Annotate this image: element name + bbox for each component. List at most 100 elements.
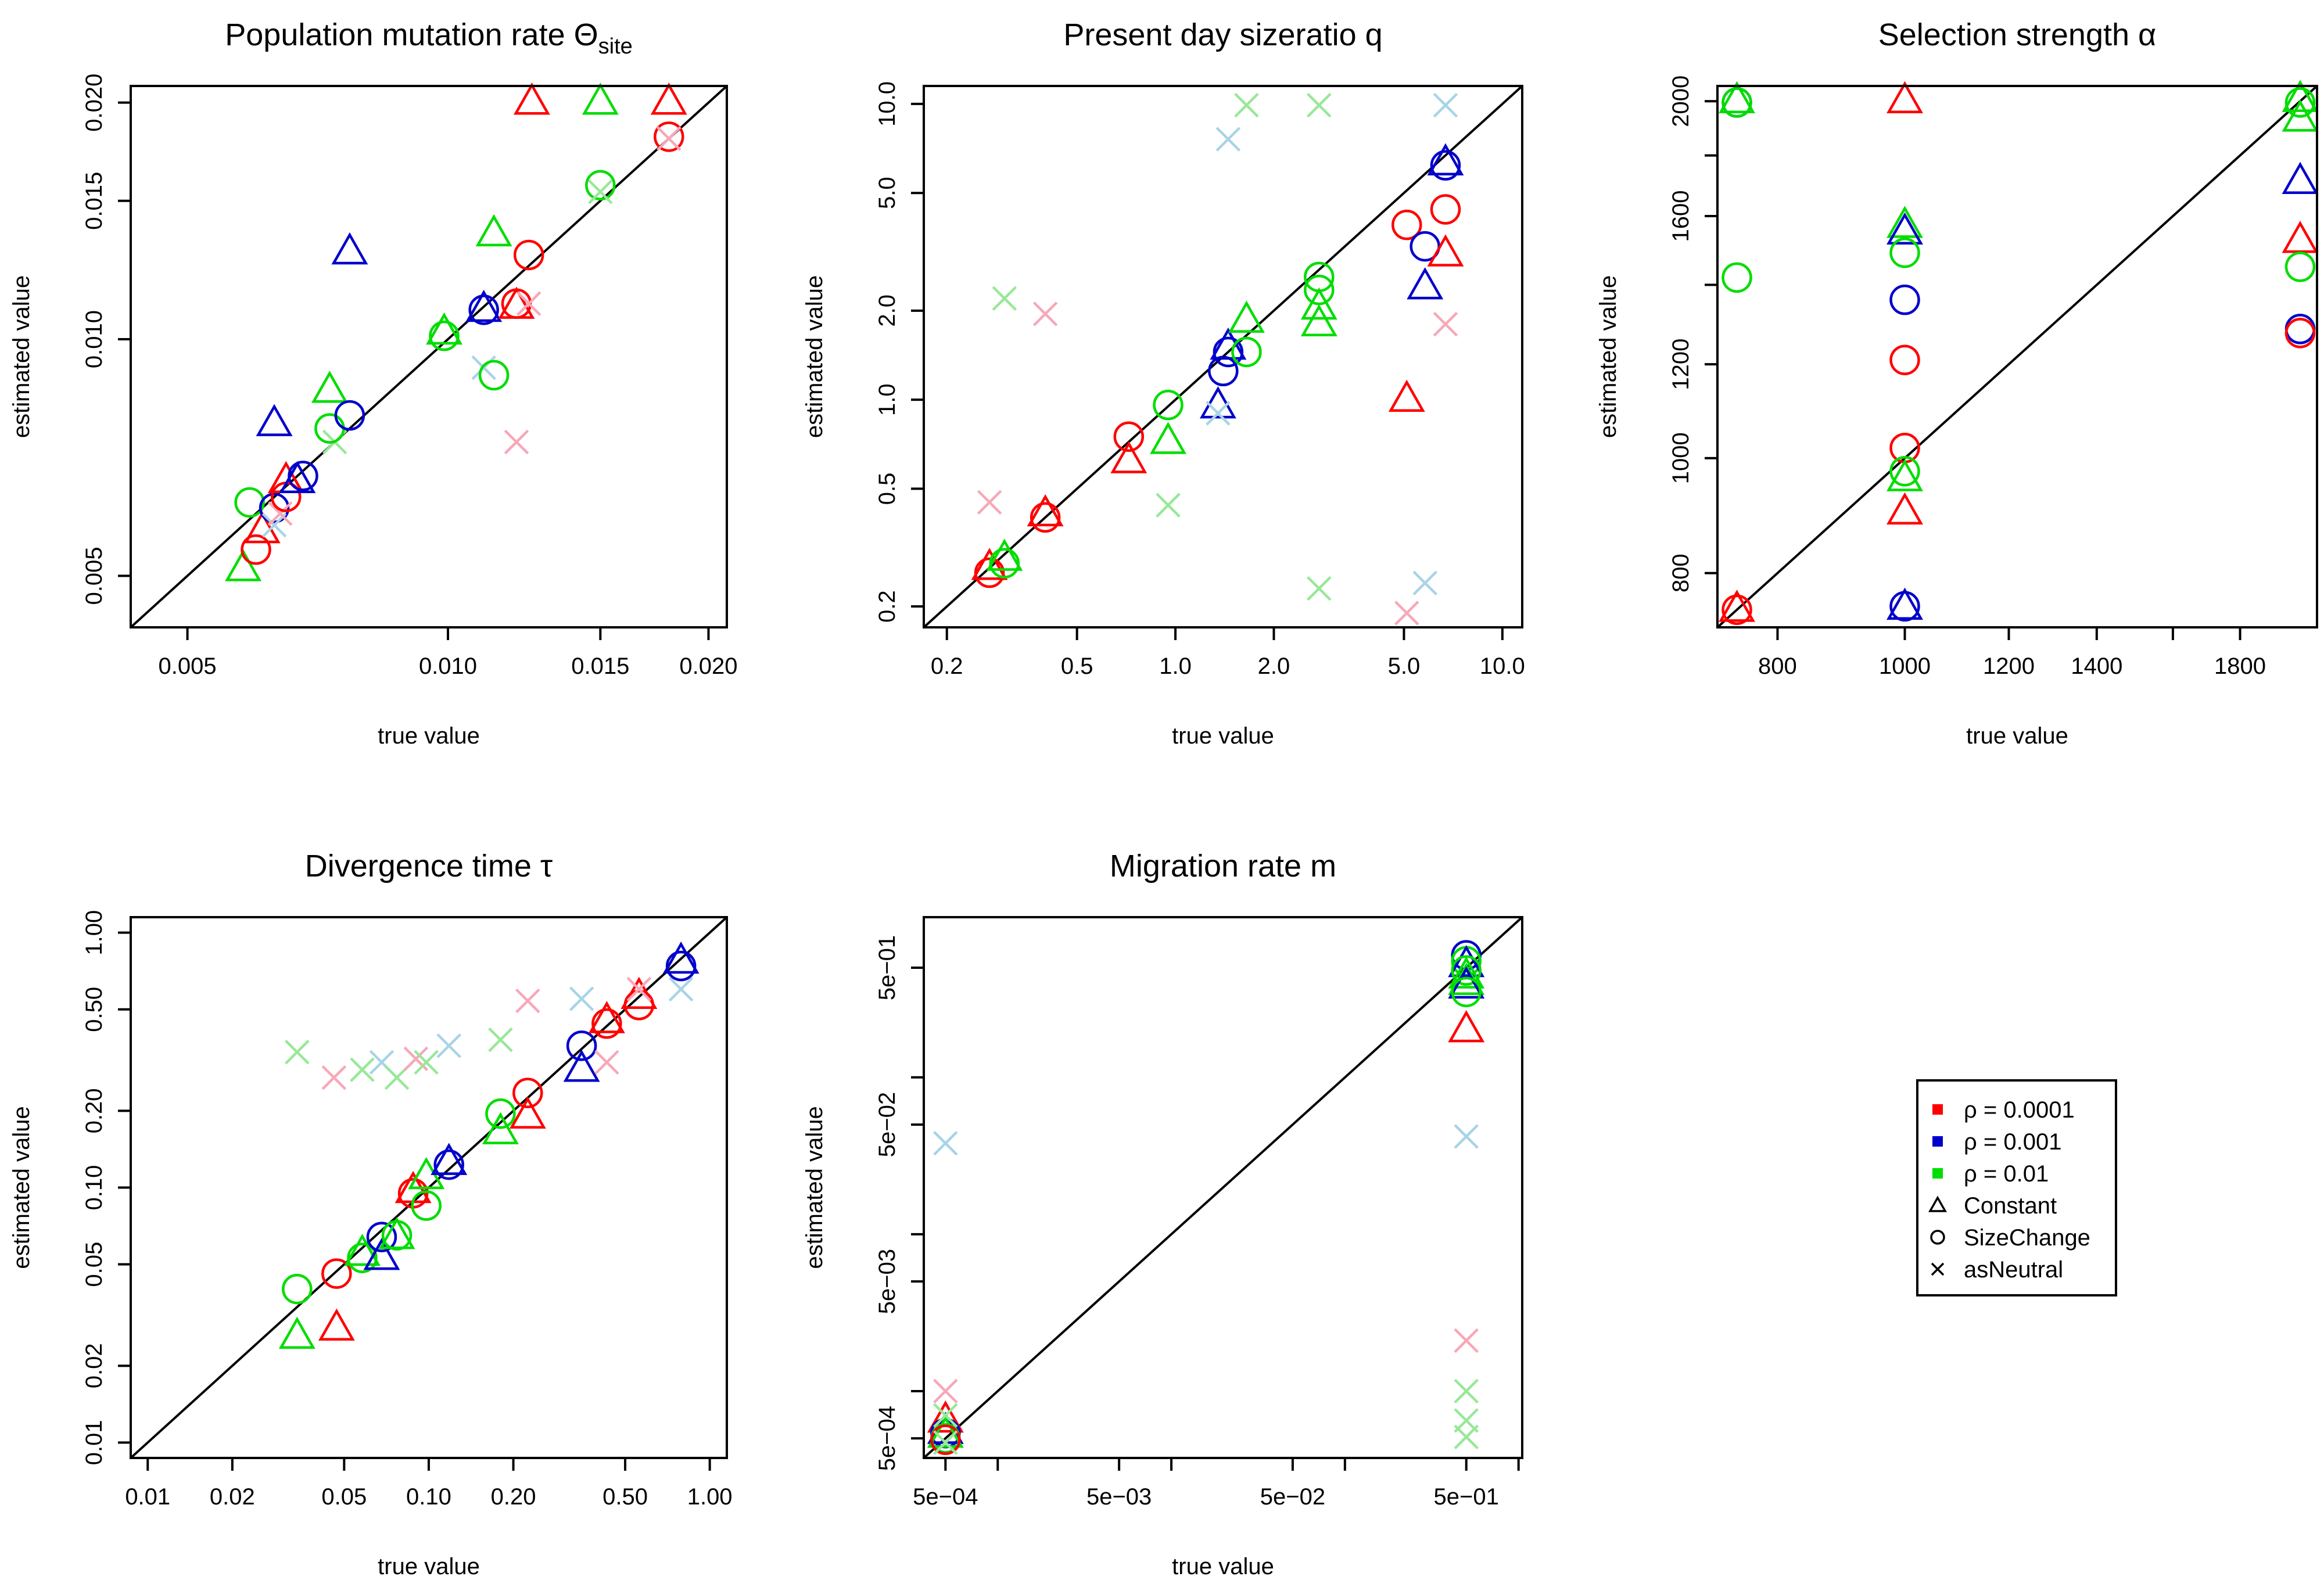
data-point-circle — [1889, 284, 1920, 315]
data-point-circle — [1304, 274, 1335, 306]
data-point-triangle — [1300, 304, 1337, 336]
x-tick-label: 2.0 — [1258, 653, 1290, 679]
y-tick-label: 0.10 — [81, 1165, 107, 1211]
data-point-triangle — [1887, 459, 1923, 491]
x-axis-label: true value — [378, 723, 480, 749]
data-point-circle — [468, 294, 499, 325]
data-point-cross — [285, 1040, 310, 1065]
data-point-circle — [241, 534, 271, 565]
data-point-cross — [668, 976, 694, 1002]
data-point-cross — [504, 429, 529, 455]
x-tick-label: 800 — [1758, 653, 1797, 679]
data-point-triangle — [2282, 221, 2319, 253]
chart-title: Migration rate m — [1110, 849, 1336, 883]
legend-label: ρ = 0.001 — [1964, 1129, 2061, 1155]
x-tick-label: 0.05 — [321, 1484, 367, 1510]
y-axis-label: estimated value — [9, 1106, 34, 1269]
data-point-cross — [1454, 1124, 1479, 1149]
data-point-triangle — [1300, 287, 1337, 320]
y-axis-label: estimated value — [9, 275, 34, 438]
identity-line — [923, 916, 1523, 1459]
data-point-triangle — [621, 976, 658, 1010]
data-point-triangle — [482, 1112, 519, 1144]
data-point-cross — [516, 291, 541, 316]
data-point-circle — [930, 1424, 961, 1455]
identity-line — [1716, 85, 2318, 628]
data-point-circle — [974, 557, 1005, 588]
data-point-cross — [1394, 601, 1419, 626]
y-tick-label: 0.2 — [874, 590, 900, 623]
data-point-circle — [321, 1258, 352, 1289]
data-point-circle — [1391, 209, 1422, 240]
x-axis-label: true value — [1172, 1554, 1274, 1579]
y-tick-label: 0.010 — [81, 310, 107, 368]
data-point-cross — [268, 501, 293, 526]
plot-frame — [923, 85, 1523, 628]
y-tick-label: 800 — [1668, 554, 1694, 592]
data-point-circle — [478, 360, 510, 391]
legend-box — [1916, 1079, 2117, 1296]
data-point-cross — [1454, 1378, 1479, 1404]
data-point-triangle — [927, 1400, 964, 1433]
data-point-triangle — [662, 941, 700, 974]
data-point-circle — [1231, 336, 1262, 368]
data-point-circle — [366, 1222, 397, 1252]
data-point-circle — [591, 1008, 622, 1039]
chart-title: Divergence time τ — [305, 849, 553, 883]
legend-circle-icon — [1930, 1230, 1945, 1245]
data-point-triangle — [311, 371, 348, 403]
legend-triangle-icon — [1928, 1195, 1947, 1212]
data-point-triangle — [1887, 492, 1923, 525]
x-tick-label: 5e−03 — [1086, 1484, 1152, 1510]
data-point-circle — [2284, 87, 2316, 118]
data-point-circle — [282, 1273, 313, 1305]
y-tick-label: 1.00 — [81, 910, 107, 956]
data-point-triangle — [1887, 587, 1923, 620]
data-point-circle — [381, 1220, 413, 1251]
data-point-cross — [1032, 301, 1058, 326]
y-tick-label: 0.01 — [81, 1420, 107, 1466]
data-point-triangle — [465, 289, 503, 322]
data-point-cross — [414, 1050, 439, 1075]
data-point-circle — [1722, 594, 1752, 625]
data-point-triangle — [1448, 944, 1485, 978]
x-tick-label: 5e−02 — [1260, 1484, 1325, 1510]
data-point-triangle — [1719, 590, 1755, 622]
y-tick-label: 5e−03 — [874, 1249, 900, 1314]
y-tick-label: 1200 — [1668, 339, 1694, 390]
data-point-circle — [1889, 237, 1920, 268]
data-point-triangle — [426, 312, 462, 345]
data-point-cross — [488, 1027, 513, 1053]
data-point-circle — [1430, 194, 1461, 225]
panel-theta: Population mutation rate Θsite 0.005 0.010… — [9, 17, 737, 749]
x-tick-label: 0.10 — [406, 1484, 451, 1510]
plot-frame — [130, 85, 728, 628]
x-axis-label: true value — [378, 1554, 480, 1579]
panel-divergence: Divergence time τ 0.01 0.02 0.05 0.10 0.20 0.5… — [9, 849, 733, 1579]
data-point-triangle — [1719, 81, 1755, 114]
y-tick-label: 0.50 — [81, 987, 107, 1032]
y-tick-label: 0.005 — [81, 547, 107, 605]
data-point-cross — [261, 512, 287, 538]
data-point-triangle — [1887, 81, 1923, 114]
identity-line — [130, 85, 728, 628]
y-axis-label: estimated value — [802, 275, 827, 438]
data-point-cross — [1307, 576, 1332, 601]
x-axis-label: true value — [1966, 723, 2068, 749]
legend-label: ρ = 0.01 — [1964, 1161, 2049, 1187]
data-point-cross — [1156, 493, 1181, 518]
data-point-cross — [626, 976, 652, 1002]
data-point-circle — [347, 1242, 378, 1273]
data-point-cross — [1454, 1424, 1479, 1450]
plot-frame — [1716, 85, 2318, 628]
chart-title: Present day sizeratio q — [1063, 17, 1382, 52]
data-point-triangle — [1448, 956, 1485, 989]
data-point-triangle — [431, 1143, 468, 1175]
data-point-cross — [933, 1430, 958, 1455]
data-point-triangle — [225, 549, 262, 581]
data-point-triangle — [1199, 386, 1236, 419]
data-point-circle — [1030, 502, 1061, 533]
data-point-cross — [1454, 1328, 1479, 1353]
x-tick-label: 5e−01 — [1434, 1484, 1499, 1510]
y-tick-label: 5.0 — [874, 177, 900, 209]
